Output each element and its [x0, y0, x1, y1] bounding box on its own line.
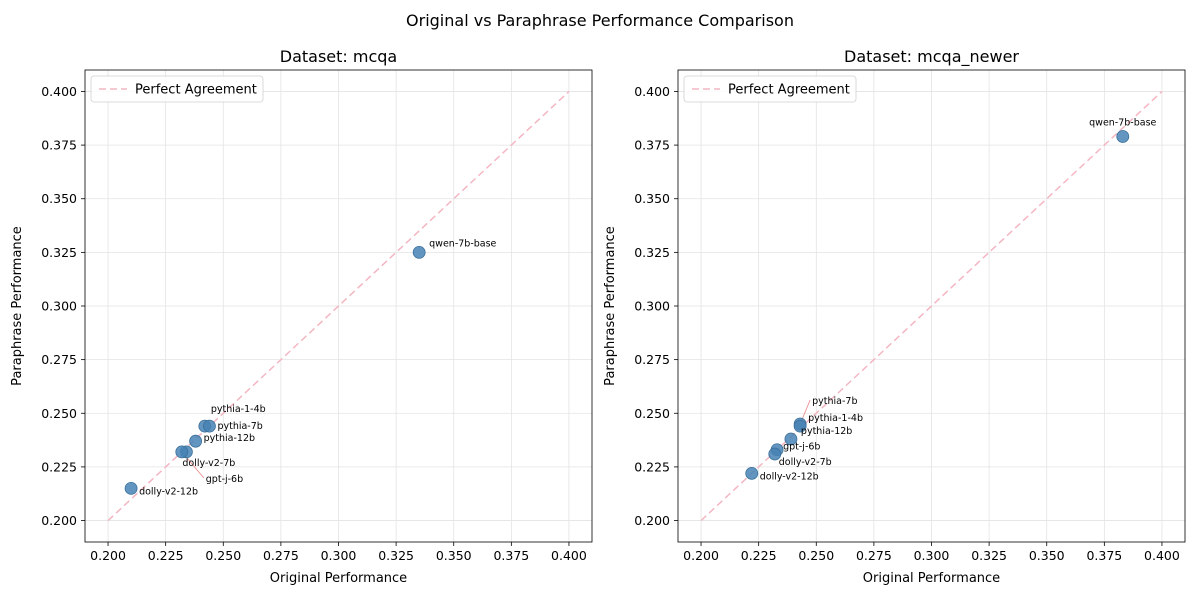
plot-frame — [84, 69, 593, 543]
figure-title: Original vs Paraphrase Performance Compa… — [406, 11, 794, 30]
x-tick-label: 0.250 — [205, 548, 241, 563]
point-label: qwen-7b-base — [429, 238, 496, 249]
chart-panel-mcqa-newer: Dataset: mcqa_newer 0.200 0.225 0.250 0.275 0… — [603, 47, 1186, 586]
x-axis-label: Original Performance — [863, 571, 1000, 586]
data-point-pythia-1-4b — [793, 419, 807, 433]
point-label: dolly-v2-12b — [139, 486, 198, 497]
y-tick-label: 0.300 — [41, 299, 77, 314]
point-label: gpt-j-6b — [783, 442, 820, 453]
x-tick-label: 0.200 — [90, 548, 126, 563]
x-tick-label: 0.325 — [378, 548, 414, 563]
point-label: qwen-7b-base — [1089, 118, 1156, 129]
panel-title: Dataset: mcqa_newer — [844, 47, 1019, 67]
data-point-dolly-v2-12b — [124, 481, 138, 495]
x-tick-label: 0.400 — [551, 548, 587, 563]
data-point-qwen-7b-base — [1116, 130, 1130, 143]
y-tick-label: 0.400 — [634, 84, 670, 99]
chart-panel-mcqa: Dataset: mcqa 0.200 0.225 0.250 0.275 0.300 0.… — [10, 47, 593, 586]
data-point-dolly-v2-12b — [745, 466, 759, 480]
y-tick-label: 0.250 — [634, 406, 670, 421]
panel-title: Dataset: mcqa — [280, 47, 397, 66]
x-tick-label: 0.275 — [263, 548, 299, 563]
data-point-pythia-7b — [203, 419, 216, 433]
legend-box — [683, 75, 857, 103]
point-label: pythia-7b — [812, 396, 857, 407]
y-axis-label: Paraphrase Performance — [603, 226, 618, 386]
legend-label: Perfect Agreement — [135, 83, 257, 98]
point-label: gpt-j-6b — [206, 474, 243, 485]
point-label: pythia-7b — [217, 421, 262, 432]
y-tick-label: 0.225 — [634, 459, 670, 474]
x-tick-label: 0.375 — [1086, 548, 1122, 563]
x-tick-label: 0.275 — [856, 548, 892, 563]
data-point-pythia-12b — [784, 432, 798, 446]
y-tick-label: 0.350 — [634, 191, 670, 206]
y-tick-label: 0.375 — [41, 138, 77, 153]
y-tick-label: 0.200 — [634, 513, 670, 528]
data-point-pythia-12b — [189, 434, 203, 448]
y-tick-label: 0.225 — [41, 459, 77, 474]
data-point-qwen-7b-base — [412, 245, 426, 259]
x-tick-label: 0.375 — [493, 548, 529, 563]
x-tick-label: 0.225 — [741, 548, 777, 563]
x-tick-label: 0.400 — [1144, 548, 1180, 563]
x-tick-label: 0.200 — [683, 548, 719, 563]
point-label: pythia-12b — [204, 433, 255, 444]
y-tick-label: 0.200 — [41, 513, 77, 528]
legend-box — [90, 75, 264, 103]
point-label: dolly-v2-12b — [760, 471, 819, 482]
x-axis-label: Original Performance — [270, 571, 407, 586]
point-label: pythia-1-4b — [211, 404, 266, 415]
y-tick-label: 0.400 — [41, 84, 77, 99]
y-tick-label: 0.325 — [634, 245, 670, 260]
legend: Perfect Agreement — [683, 75, 857, 103]
y-tick-label: 0.350 — [41, 191, 77, 206]
x-tick-label: 0.300 — [321, 548, 357, 563]
y-tick-label: 0.275 — [634, 352, 670, 367]
y-axis-label: Paraphrase Performance — [10, 226, 25, 386]
plot-frame — [677, 69, 1186, 543]
data-point-gpt-j-6b — [175, 445, 189, 459]
point-label: pythia-1-4b — [808, 413, 863, 424]
x-tick-label: 0.325 — [971, 548, 1007, 563]
y-tick-label: 0.300 — [634, 299, 670, 314]
x-tick-label: 0.250 — [798, 548, 834, 563]
legend: Perfect Agreement — [90, 75, 264, 103]
x-tick-label: 0.350 — [1029, 548, 1065, 563]
x-tick-label: 0.300 — [914, 548, 950, 563]
y-tick-label: 0.325 — [41, 245, 77, 260]
y-tick-label: 0.375 — [634, 138, 670, 153]
y-tick-label: 0.250 — [41, 406, 77, 421]
legend-label: Perfect Agreement — [728, 83, 850, 98]
y-tick-label: 0.275 — [41, 352, 77, 367]
x-tick-label: 0.350 — [436, 548, 472, 563]
point-label: dolly-v2-7b — [779, 457, 832, 468]
point-label: dolly-v2-7b — [182, 458, 235, 469]
data-point-dolly-v2-7b — [768, 447, 782, 461]
x-tick-label: 0.225 — [148, 548, 184, 563]
point-label: pythia-12b — [801, 426, 852, 437]
